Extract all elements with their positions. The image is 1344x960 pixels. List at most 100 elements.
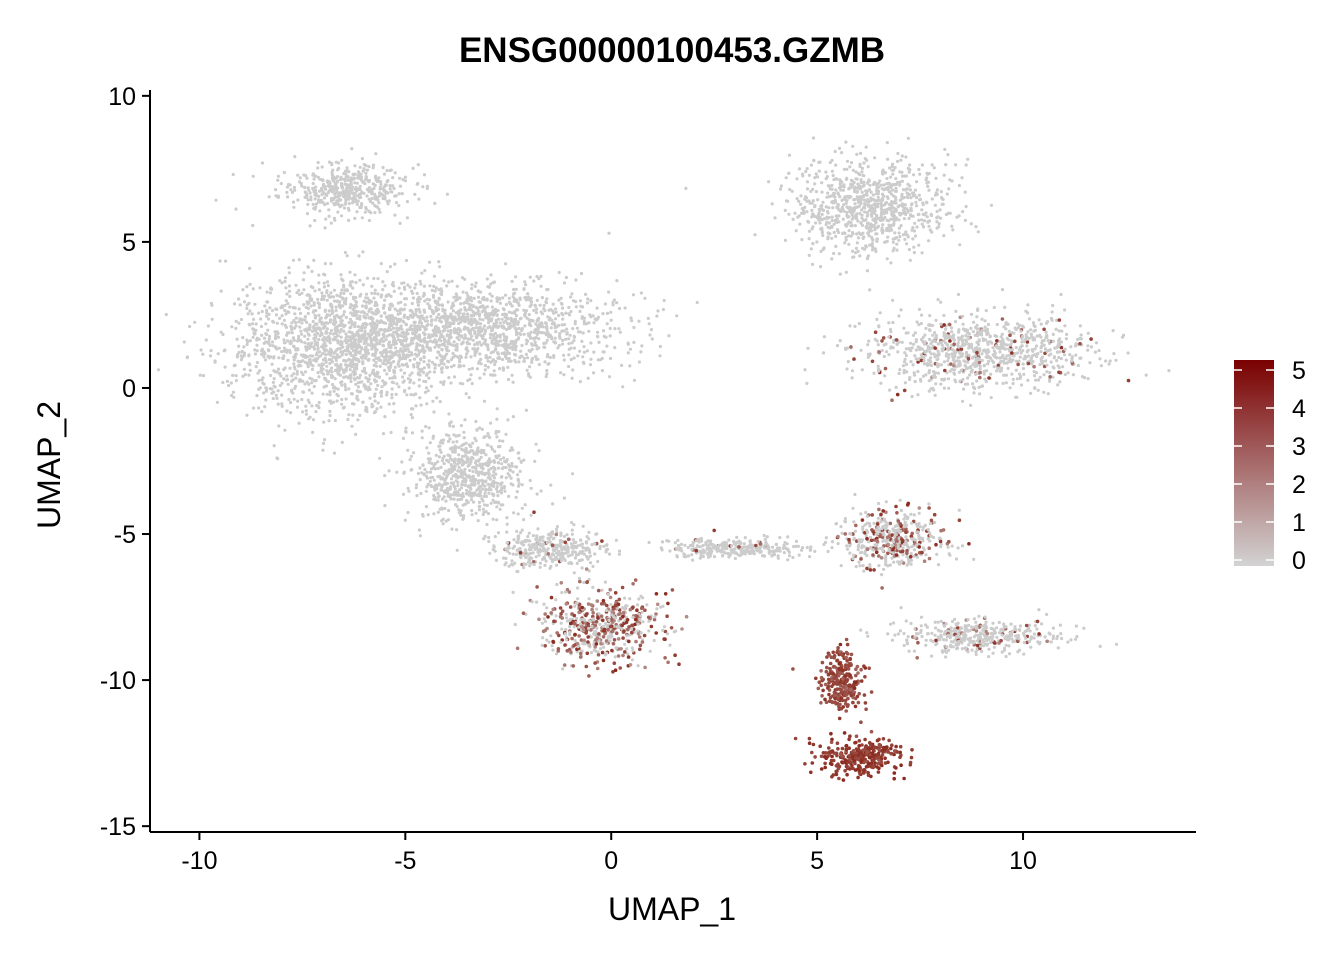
cell-point <box>457 433 461 437</box>
cell-point <box>379 358 383 363</box>
cell-point <box>583 618 587 622</box>
cell-point <box>504 262 508 266</box>
cell-point <box>585 301 590 305</box>
cell-point <box>392 402 396 406</box>
cell-point <box>314 353 318 357</box>
cell-point <box>284 286 288 290</box>
cell-point <box>354 280 358 285</box>
cell-point <box>336 364 340 368</box>
cell-point <box>500 462 504 466</box>
cell-point <box>331 332 336 336</box>
cell-point <box>333 419 337 423</box>
cell-point <box>425 324 429 328</box>
cell-point <box>320 362 324 366</box>
cell-point <box>277 424 281 428</box>
cell-point <box>254 328 258 332</box>
cell-point <box>344 187 348 191</box>
cell-point <box>783 208 787 212</box>
cell-point <box>322 281 326 285</box>
cell-point <box>306 365 310 369</box>
cell-point <box>568 605 573 609</box>
cell-point <box>517 451 521 455</box>
cell-point <box>364 346 368 350</box>
cell-point <box>455 345 459 349</box>
cell-point <box>382 358 387 363</box>
cell-point <box>377 356 381 360</box>
cell-point <box>286 358 290 362</box>
cell-point <box>390 324 394 328</box>
cell-point <box>511 287 516 292</box>
cell-point <box>447 315 451 319</box>
cell-point <box>350 346 354 351</box>
cell-point <box>344 363 348 367</box>
cell-point <box>530 343 534 347</box>
cell-point <box>363 210 367 214</box>
cell-point <box>557 334 562 338</box>
cell-point <box>299 353 303 357</box>
cell-point <box>425 184 430 188</box>
cell-point <box>524 562 528 567</box>
cell-point <box>419 491 423 496</box>
cell-point <box>368 387 372 391</box>
cell-point <box>559 612 563 616</box>
cell-point <box>344 388 348 392</box>
cell-point <box>446 300 450 304</box>
cell-point <box>193 320 197 324</box>
cell-point <box>492 342 496 346</box>
cell-point <box>464 492 469 496</box>
cell-point <box>375 196 379 200</box>
cell-point <box>314 410 318 414</box>
cell-point <box>578 349 582 353</box>
cell-point <box>496 531 501 535</box>
cell-point <box>484 453 488 457</box>
cell-point <box>585 612 589 616</box>
cell-point <box>527 558 531 562</box>
cell-point <box>416 163 420 167</box>
cell-point <box>536 527 540 531</box>
cell-point <box>251 287 255 291</box>
cell-point <box>237 321 241 325</box>
cell-point <box>350 147 354 151</box>
cell-point <box>546 552 551 556</box>
cell-point <box>580 605 584 610</box>
cell-point <box>313 379 317 383</box>
cell-point <box>528 375 532 379</box>
cell-point <box>522 458 526 462</box>
cell-point <box>546 615 550 619</box>
cell-point <box>560 539 564 543</box>
cell-point <box>495 518 499 522</box>
cell-point <box>318 209 322 213</box>
cell-point <box>356 310 360 314</box>
cell-point <box>572 346 577 350</box>
cell-point <box>427 359 431 363</box>
cell-point <box>364 207 368 211</box>
cell-point <box>472 493 476 497</box>
cell-point <box>283 428 287 432</box>
cell-point <box>406 317 410 321</box>
cell-point <box>361 400 365 404</box>
cell-point <box>350 280 354 284</box>
cell-point <box>539 310 543 314</box>
cell-point <box>432 410 436 414</box>
cell-point <box>389 328 393 332</box>
cell-point <box>358 317 362 321</box>
cell-point <box>604 543 609 548</box>
cell-point <box>613 591 618 595</box>
cell-point <box>486 345 490 349</box>
cell-point <box>370 192 374 196</box>
cell-point <box>882 183 886 187</box>
cell-point <box>587 597 591 601</box>
cell-point <box>497 430 501 434</box>
cell-point <box>656 309 660 313</box>
cell-point <box>611 641 616 646</box>
cell-point <box>672 630 676 634</box>
cell-point <box>283 303 287 307</box>
cell-point <box>300 184 304 188</box>
cell-point <box>552 619 556 624</box>
cell-point <box>290 388 294 392</box>
cell-point <box>440 367 444 371</box>
cell-point <box>361 362 365 366</box>
cell-point <box>303 318 307 322</box>
cell-point <box>431 399 435 403</box>
cell-point <box>329 328 333 333</box>
